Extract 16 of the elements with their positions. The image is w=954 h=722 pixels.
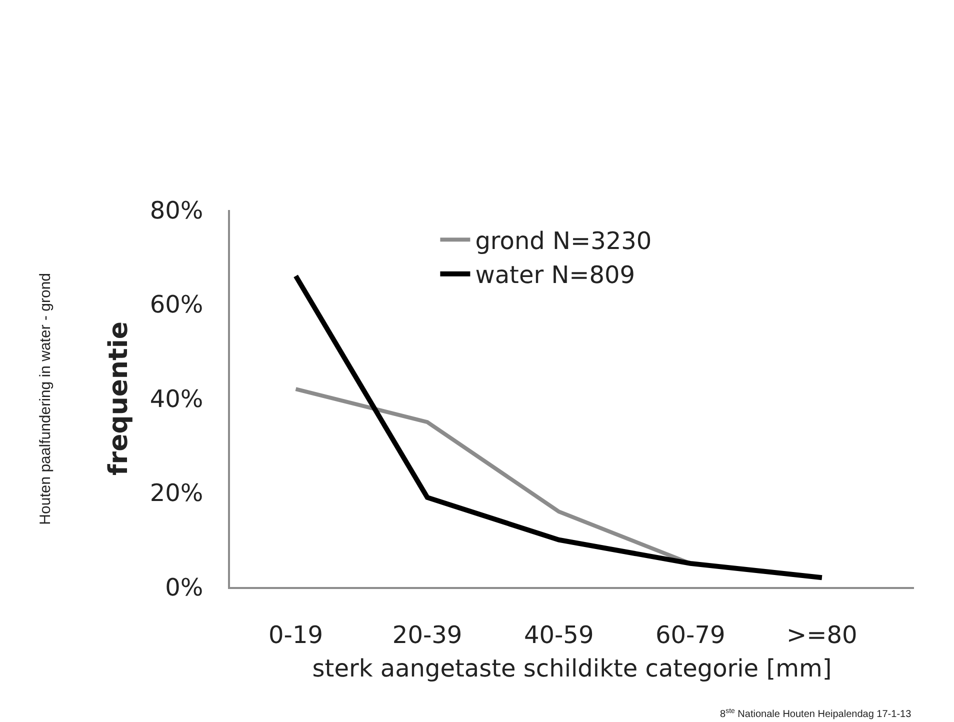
- x-tick-label: 0-19: [268, 620, 324, 649]
- text: Houten paalfundering in water - grond: [36, 272, 54, 525]
- x-tick-label: 60-79: [656, 620, 726, 649]
- x-axis-title: sterk aangetaste schildikte categorie [mm]: [312, 654, 832, 683]
- legend-label: water N=809: [475, 261, 636, 290]
- y-tick-label: 40%: [150, 384, 204, 413]
- y-tick-label: 60%: [150, 290, 204, 319]
- x-tick-label: >=80: [786, 620, 858, 649]
- y-tick-label: 20%: [150, 479, 204, 508]
- x-tick-label: 20-39: [392, 620, 462, 649]
- y-axis-title: frequentie: [104, 321, 134, 476]
- legend-label: grond N=3230: [475, 227, 652, 255]
- y-tick-label: 0%: [165, 573, 204, 602]
- x-tick-label: 40-59: [524, 620, 594, 649]
- y-tick-label: 80%: [150, 196, 204, 224]
- text: 8$^{ste}$ Nationale Houten Heipalendag 17-1-13: [720, 708, 912, 720]
